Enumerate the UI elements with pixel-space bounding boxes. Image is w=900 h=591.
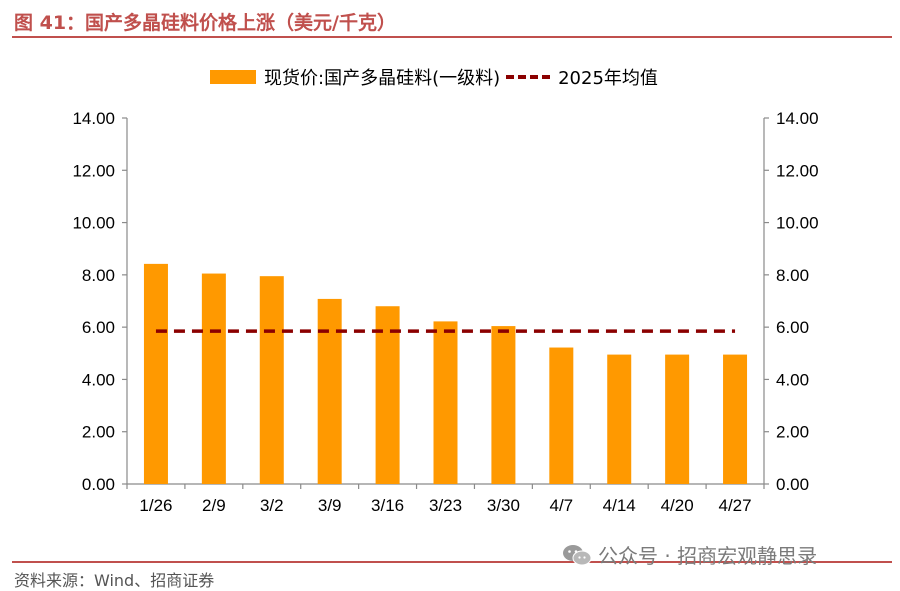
x-tick-label: 3/23 [429,496,462,515]
bar [723,354,748,484]
y-tick-label-right: 0.00 [776,475,809,494]
y-tick-label-left: 10.00 [72,214,115,233]
x-tick-label: 4/14 [603,496,636,515]
x-tick-label: 3/9 [318,496,342,515]
legend-bar-label: 现货价:国产多晶硅料(一级料) [264,68,501,89]
y-tick-label-left: 2.00 [82,423,115,442]
x-tick-label: 2/9 [202,496,226,515]
source-note: 资料来源：Wind、招商证券 [14,571,215,590]
bar [491,326,516,484]
figure-title: 图 41：国产多晶硅料价格上涨（美元/千克） [14,12,396,34]
bar [375,306,400,484]
y-tick-label-left: 4.00 [82,370,115,389]
x-tick-label: 4/20 [661,496,694,515]
y-tick-label-right: 14.00 [776,109,819,128]
bar [201,273,226,484]
wechat-icon [563,544,592,565]
bar [433,321,458,484]
y-tick-label-right: 2.00 [776,423,809,442]
bar [143,263,168,484]
bar [549,347,574,484]
bar [607,354,632,484]
title-divider [12,36,892,38]
y-tick-label-right: 10.00 [776,214,819,233]
x-tick-label: 3/2 [260,496,284,515]
y-tick-label-left: 0.00 [82,475,115,494]
watermark-text: 公众号 · 招商宏观静思录 [598,544,818,568]
y-tick-label-left: 14.00 [72,109,115,128]
legend-bar-swatch [210,70,256,84]
x-tick-label: 4/7 [549,496,573,515]
figure-header: 图 41：国产多晶硅料价格上涨（美元/千克） [14,4,890,34]
y-tick-label-right: 4.00 [776,370,809,389]
y-tick-label-left: 12.00 [72,161,115,180]
footer-divider [12,561,892,563]
y-tick-label-right: 12.00 [776,161,819,180]
x-tick-label: 4/27 [718,496,751,515]
bar [665,354,690,484]
legend-line-label: 2025年均值 [558,68,658,89]
x-tick-label: 3/30 [487,496,520,515]
legend-line-swatch [506,75,551,79]
bar [317,298,342,484]
watermark: 公众号 · 招商宏观静思录 [562,540,817,569]
y-tick-label-left: 6.00 [82,318,115,337]
x-tick-label: 3/16 [371,496,404,515]
y-tick-label-right: 6.00 [776,318,809,337]
y-tick-label-left: 8.00 [82,266,115,285]
x-tick-label: 1/26 [139,496,172,515]
y-tick-label-right: 8.00 [776,266,809,285]
bar [259,276,284,484]
chart-legend: 现货价:国产多晶硅料(一级料) 2025年均值 [210,64,658,90]
